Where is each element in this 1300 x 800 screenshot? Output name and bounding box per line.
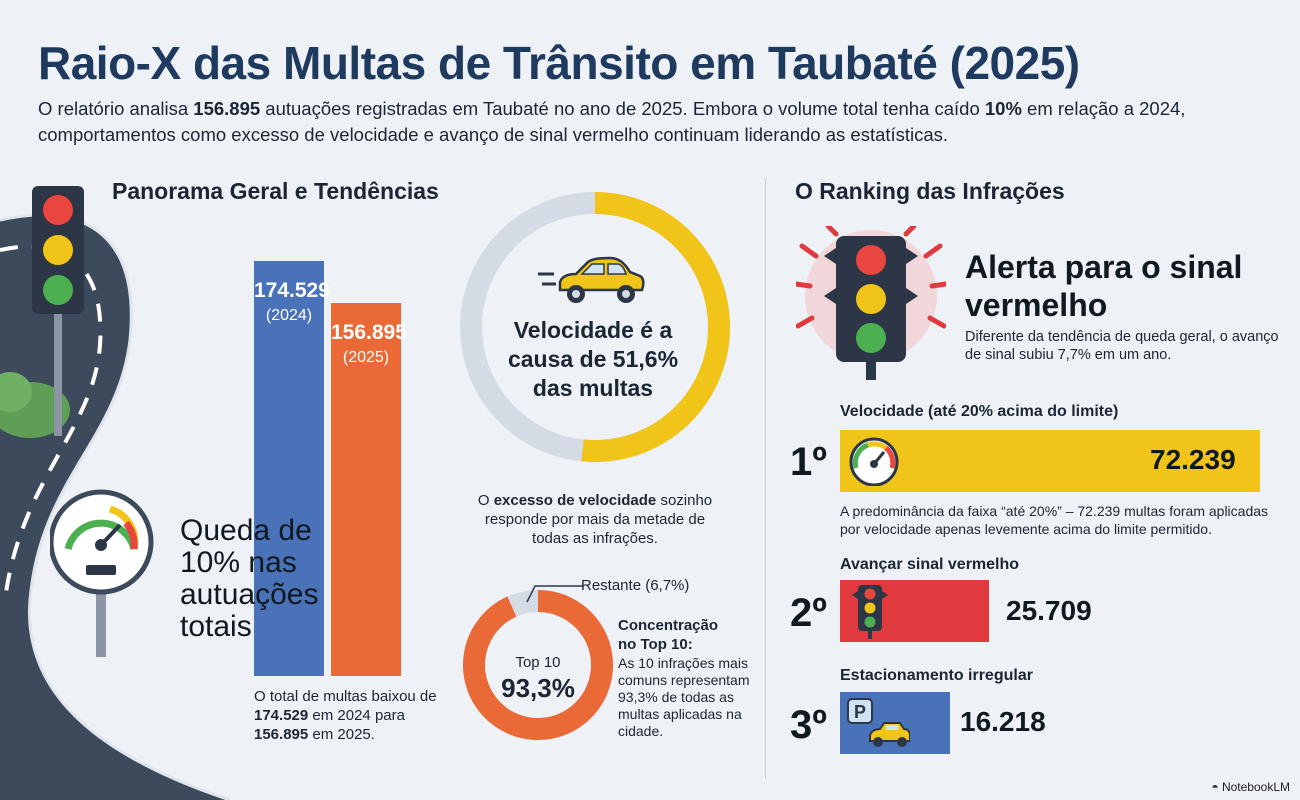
bar-2024-value: 174.529 xyxy=(254,279,330,302)
alert-description: Diferente da tendência de queda geral, o… xyxy=(965,329,1279,363)
rank-3-value: 16.218 xyxy=(960,706,1046,737)
rank-1-bar xyxy=(840,430,1260,492)
bar-2025-label: 156.895 (2025) xyxy=(331,320,407,367)
speedometer-icon xyxy=(848,436,900,491)
rank-3-label: Estacionamento irregular xyxy=(840,667,1033,684)
panorama-note: O total de multas baixou de 174.529 em 2… xyxy=(254,688,437,743)
section-title-panorama: Panorama Geral e Tendências xyxy=(112,178,439,204)
velocity-donut-caption: Velocidade é a causa de 51,6% das multas xyxy=(507,317,679,401)
speedometer-illustration xyxy=(48,487,154,662)
top10-center-value: 93,3% xyxy=(501,673,575,703)
traffic-light-icon xyxy=(852,585,888,644)
notebooklm-credit: ◓ NotebookLM xyxy=(1211,780,1290,794)
velocity-note: O excesso de velocidade sozinho responde… xyxy=(477,492,713,547)
rank-1-value: 72.239 xyxy=(1150,444,1236,475)
concentration-text: As 10 infrações mais comuns representam … xyxy=(618,655,750,739)
bar-2024-year: (2024) xyxy=(265,307,313,324)
svg-text:P: P xyxy=(854,702,866,722)
notebooklm-icon: ◓ xyxy=(1211,780,1222,794)
remaining-leader-line xyxy=(526,585,583,603)
bar-2025 xyxy=(331,302,401,676)
rank-2-label: Avançar sinal vermelho xyxy=(840,556,1020,573)
velocity-donut-chart xyxy=(460,192,730,462)
bar-2025-year: (2025) xyxy=(342,348,390,366)
top10-center-label: Top 10 xyxy=(515,654,561,671)
rank-3-position: 3º xyxy=(790,703,827,747)
rank-2-value: 25.709 xyxy=(1006,595,1092,626)
section-title-ranking: O Ranking das Infrações xyxy=(795,178,1065,204)
rank-1-note: A predominância da faixa “até 20%” – 72.… xyxy=(840,503,1269,537)
concentration-title: Concentração no Top 10: xyxy=(618,617,719,653)
top10-donut-chart xyxy=(463,590,613,740)
alert-traffic-light-icon xyxy=(793,223,949,385)
headline-queda: Queda de 10% nas autuações totais xyxy=(180,514,319,643)
rank-1-position: 1º xyxy=(790,440,827,484)
intro-paragraph: O relatório analisa 156.895 autuações re… xyxy=(38,98,1186,145)
bar-2025-value: 156.895 xyxy=(331,320,407,344)
traffic-light-illustration xyxy=(30,186,86,441)
alert-title: Alerta para o sinal vermelho xyxy=(965,249,1243,323)
column-divider xyxy=(765,178,766,778)
donut-speed-arc xyxy=(581,192,730,462)
remaining-label: Restante (6,7%) xyxy=(581,577,690,594)
rank-2-position: 2º xyxy=(790,591,827,635)
page-title: Raio-X das Multas de Trânsito em Taubaté… xyxy=(38,37,1080,89)
rank-1-label: Velocidade (até 20% acima do limite) xyxy=(840,403,1119,420)
top10-main-arc xyxy=(463,590,613,740)
top10-center: Top 10 93,3% xyxy=(488,654,588,704)
parking-icon: P xyxy=(846,697,911,756)
car-icon xyxy=(538,256,646,313)
bar-2024-label: 174.529 (2024) xyxy=(254,279,330,325)
bar-2024 xyxy=(254,261,324,676)
